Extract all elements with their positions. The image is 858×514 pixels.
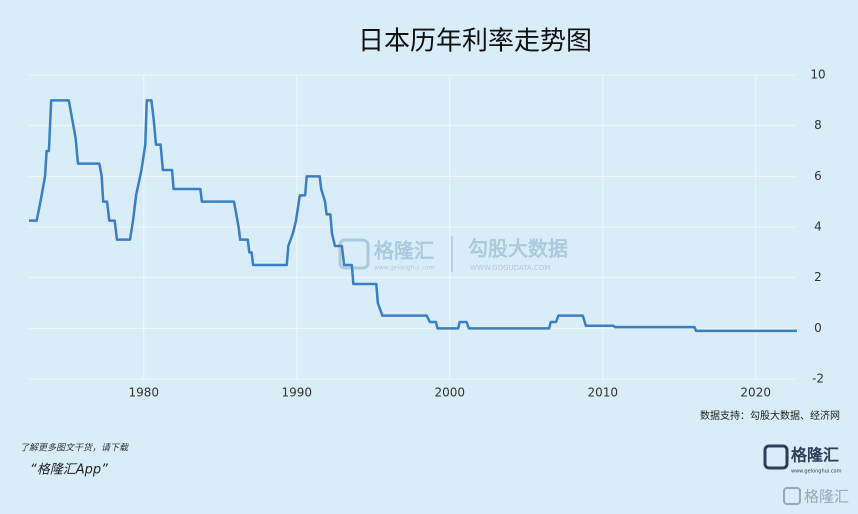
watermark-brand-url: www.gelonghui.com <box>374 265 435 272</box>
y-tick-label: 8 <box>814 118 822 132</box>
x-tick-label: 2020 <box>740 386 771 400</box>
x-tick-label: 1990 <box>281 386 312 400</box>
logo-url: www.gelonghui.com <box>791 469 842 475</box>
source-note: 数据支持：勾股大数据、经济网 <box>700 409 840 422</box>
watermark-icon <box>338 238 370 270</box>
y-tick-label: -2 <box>812 372 824 386</box>
y-tick-label: 4 <box>814 220 822 234</box>
watermark-partner-url: WWW.GOGUDATA.COM <box>470 264 550 272</box>
footer-prompt: 了解更多图文干货，请下载 <box>20 443 129 454</box>
x-tick-label: 1980 <box>128 386 159 400</box>
watermark-partner: 勾股大数据 <box>468 237 568 261</box>
x-tick-label: 2000 <box>434 386 465 400</box>
x-tick-label: 2010 <box>587 386 618 400</box>
y-tick-label: 10 <box>810 68 825 82</box>
corner-icon <box>783 487 801 505</box>
line <box>29 99 798 333</box>
corner-text: 格隆汇 <box>804 488 849 506</box>
watermark-brand: 格隆汇 <box>374 239 434 263</box>
logo-icon <box>763 444 789 470</box>
logo-text: 格隆汇 <box>791 446 839 465</box>
y-tick-label: 6 <box>814 169 822 183</box>
grid <box>29 74 795 380</box>
watermark: 格隆汇 www.gelonghui.com 勾股大数据 WWW.GOGUDATA… <box>338 236 568 272</box>
y-tick-label: 0 <box>814 321 822 335</box>
y-tick-label: 2 <box>814 270 822 284</box>
footer-app: “格隆汇App” <box>30 463 108 478</box>
chart-title: 日本历年利率走势图 <box>358 27 592 57</box>
